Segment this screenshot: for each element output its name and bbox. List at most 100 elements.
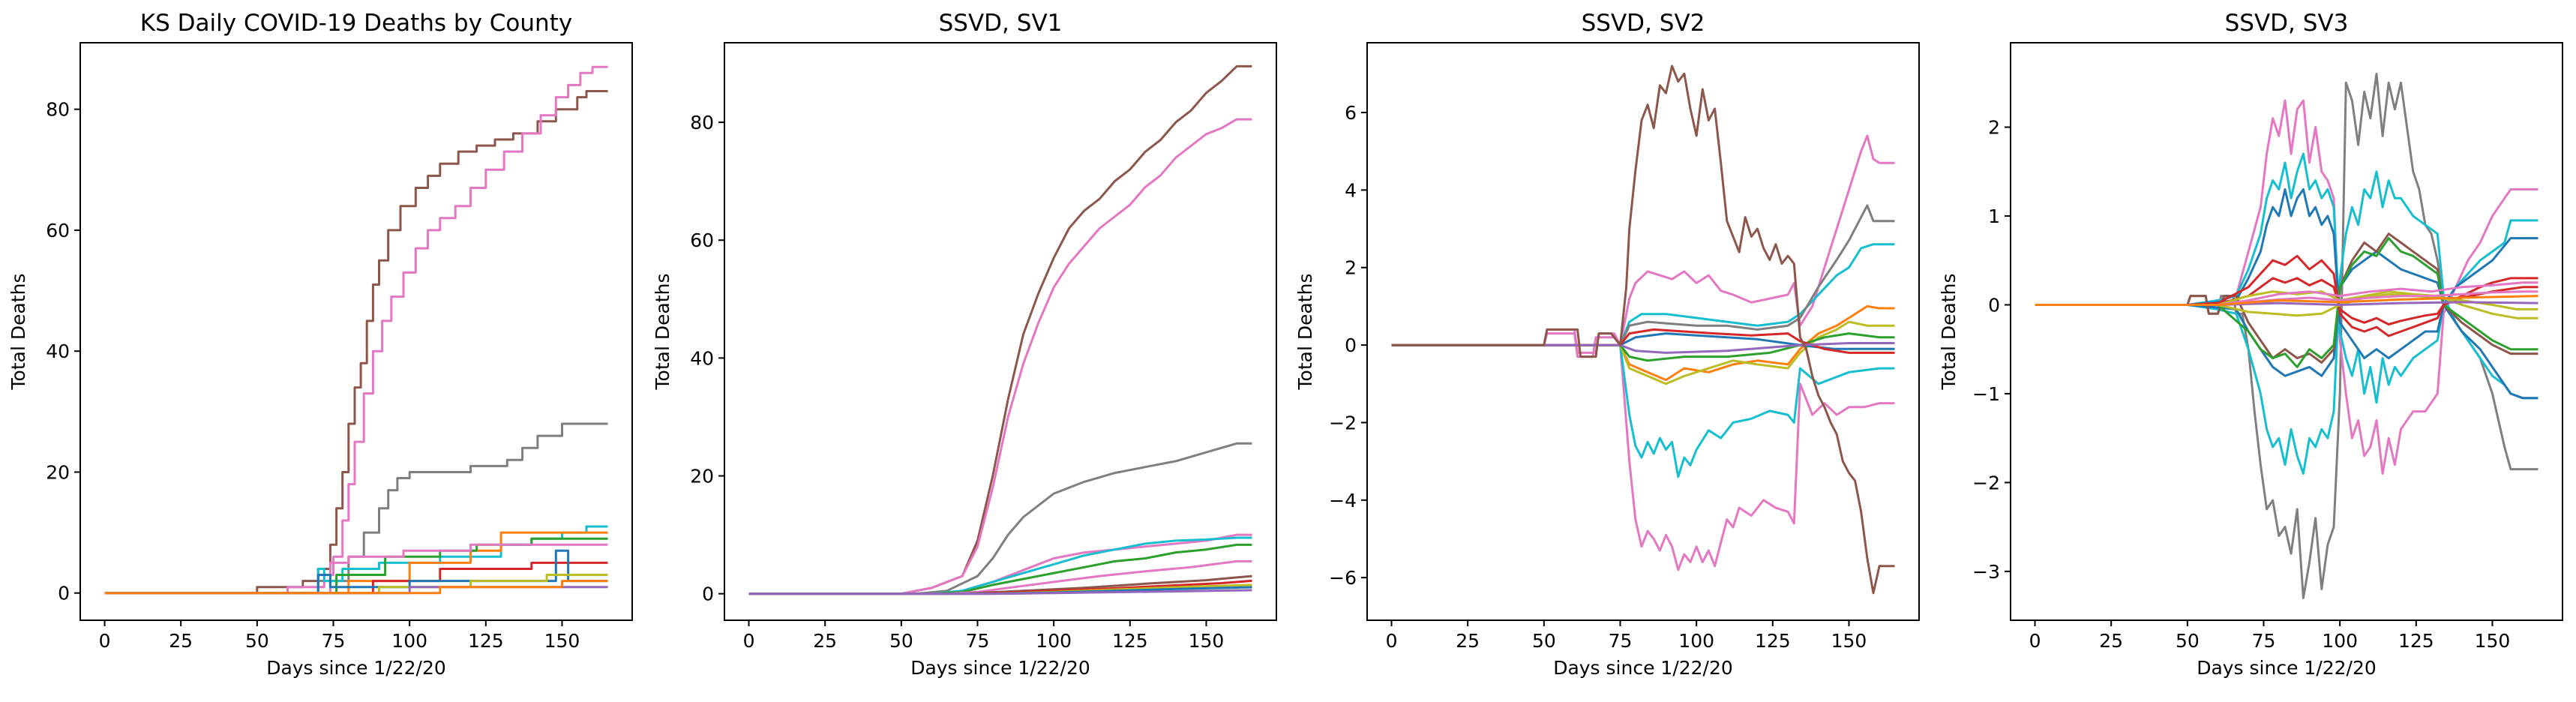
x-tick-label: 50 bbox=[1532, 630, 1556, 652]
series-line-9 bbox=[104, 549, 608, 595]
series-line-8 bbox=[104, 561, 608, 595]
axes-frame bbox=[2010, 42, 2563, 621]
x-tick-label: 75 bbox=[2252, 630, 2276, 652]
series-line-10 bbox=[1391, 328, 1895, 354]
y-tick-label: 20 bbox=[46, 461, 70, 483]
x-tick-label: 50 bbox=[2176, 630, 2200, 652]
y-tick-label: 60 bbox=[690, 230, 714, 251]
series-line-2 bbox=[2035, 99, 2539, 475]
y-tick-label: −2 bbox=[1329, 412, 1357, 434]
y-tick-label: 20 bbox=[690, 466, 714, 488]
x-tick-label: 0 bbox=[743, 630, 755, 652]
series-line-10 bbox=[2035, 277, 2539, 326]
series-line-7 bbox=[1391, 320, 1895, 386]
series-line-13 bbox=[2035, 281, 2539, 306]
series-line-5 bbox=[1391, 204, 1895, 346]
x-tick-label: 50 bbox=[245, 630, 269, 652]
series-line-1 bbox=[748, 64, 1252, 596]
series-line-1 bbox=[104, 90, 608, 595]
axes-frame bbox=[724, 42, 1277, 621]
y-tick-label: −6 bbox=[1329, 567, 1357, 589]
axes-frame bbox=[1366, 42, 1920, 621]
series-line-11 bbox=[2035, 290, 2539, 320]
series-line-6 bbox=[1391, 304, 1895, 382]
y-tick-label: −3 bbox=[1972, 561, 2000, 583]
series-line-16 bbox=[2035, 295, 2539, 306]
x-tick-label: 25 bbox=[1456, 630, 1480, 652]
subplot-4: 0 25 50 75 100 125 150 −3 −2 −1 0 1 2 SSVD, SV3 Days s… bbox=[1938, 10, 2563, 679]
x-axis-label: Days since 1/22/20 bbox=[2197, 657, 2377, 679]
y-tick-label: 1 bbox=[1988, 206, 2000, 227]
series-line-1 bbox=[1391, 332, 1895, 572]
series-line-5 bbox=[748, 536, 1252, 596]
series-line-8 bbox=[1391, 332, 1895, 362]
series-line-3 bbox=[748, 442, 1252, 596]
series-line-2 bbox=[1391, 134, 1895, 354]
x-tick-label: 150 bbox=[1189, 630, 1225, 652]
series-group bbox=[748, 64, 1252, 596]
y-axis-label: Total Deaths bbox=[1294, 274, 1316, 391]
y-tick-label: 40 bbox=[46, 340, 70, 362]
y-tick-label: −1 bbox=[1972, 383, 2000, 405]
subplot-2: 0 25 50 75 100 125 150 0 20 40 60 80 SSVD, SV1 Days s… bbox=[652, 10, 1277, 679]
chart-title: SSVD, SV2 bbox=[1582, 10, 1705, 37]
x-tick-label: 100 bbox=[391, 630, 427, 652]
series-line-5 bbox=[2035, 188, 2539, 359]
chart-title: SSVD, SV3 bbox=[2225, 10, 2349, 37]
chart-title: SSVD, SV1 bbox=[939, 10, 1063, 37]
series-line-3 bbox=[1391, 344, 1895, 478]
y-axis-label: Total Deaths bbox=[652, 274, 673, 391]
y-tick-label: 80 bbox=[46, 99, 70, 121]
x-tick-label: 125 bbox=[2398, 630, 2434, 652]
y-axis-label: Total Deaths bbox=[7, 274, 29, 391]
x-tick-label: 50 bbox=[889, 630, 913, 652]
x-axis-label: Days since 1/22/20 bbox=[910, 657, 1090, 679]
x-tick-label: 150 bbox=[544, 630, 580, 652]
series-line-10 bbox=[104, 574, 608, 595]
x-tick-label: 0 bbox=[2029, 630, 2041, 652]
series-line-4 bbox=[1391, 243, 1895, 346]
x-tick-label: 150 bbox=[2475, 630, 2511, 652]
series-group bbox=[104, 65, 608, 595]
y-tick-label: 2 bbox=[1988, 117, 2000, 139]
subplot-1: 0 25 50 75 100 125 150 0 20 40 60 80 KS Daily COVID-… bbox=[7, 10, 633, 679]
y-tick-label: 80 bbox=[690, 112, 714, 134]
y-tick-label: 0 bbox=[1988, 294, 2000, 316]
x-tick-label: 25 bbox=[169, 630, 193, 652]
y-tick-label: −2 bbox=[1972, 472, 2000, 494]
x-tick-label: 100 bbox=[1036, 630, 1072, 652]
series-line-11 bbox=[1391, 342, 1895, 354]
subplot-3: 0 25 50 75 100 125 150 −6 −4 −2 0 2 4 6 SSVD, SV2 Days … bbox=[1294, 10, 1920, 679]
x-tick-label: 0 bbox=[1386, 630, 1398, 652]
x-tick-label: 25 bbox=[813, 630, 837, 652]
y-tick-label: 2 bbox=[1345, 257, 1357, 279]
series-line-12 bbox=[1391, 64, 1895, 595]
y-tick-label: 4 bbox=[1345, 179, 1357, 201]
x-axis-label: Days since 1/22/20 bbox=[1553, 657, 1733, 679]
x-axis-label: Days since 1/22/20 bbox=[266, 657, 446, 679]
y-tick-label: −4 bbox=[1329, 490, 1357, 512]
series-group bbox=[2035, 73, 2539, 599]
series-group bbox=[1391, 64, 1895, 595]
y-tick-label: 0 bbox=[702, 584, 714, 605]
x-tick-label: 125 bbox=[1755, 630, 1791, 652]
series-line-2 bbox=[104, 65, 608, 595]
x-tick-label: 0 bbox=[99, 630, 111, 652]
x-tick-label: 100 bbox=[2322, 630, 2358, 652]
series-line-2 bbox=[748, 118, 1252, 596]
y-tick-label: 60 bbox=[46, 220, 70, 242]
series-line-9 bbox=[1391, 332, 1895, 350]
x-tick-label: 75 bbox=[966, 630, 990, 652]
series-line-12 bbox=[748, 589, 1252, 596]
series-line-3 bbox=[2035, 152, 2539, 404]
x-tick-label: 75 bbox=[322, 630, 346, 652]
y-axis-label: Total Deaths bbox=[1938, 274, 1960, 391]
x-tick-label: 100 bbox=[1678, 630, 1714, 652]
series-line-4 bbox=[104, 525, 608, 595]
series-line-9 bbox=[2035, 254, 2539, 338]
y-tick-label: 0 bbox=[1345, 334, 1357, 356]
x-tick-label: 150 bbox=[1831, 630, 1867, 652]
series-line-12 bbox=[104, 580, 608, 595]
y-tick-label: 40 bbox=[690, 347, 714, 369]
x-tick-label: 125 bbox=[468, 630, 504, 652]
